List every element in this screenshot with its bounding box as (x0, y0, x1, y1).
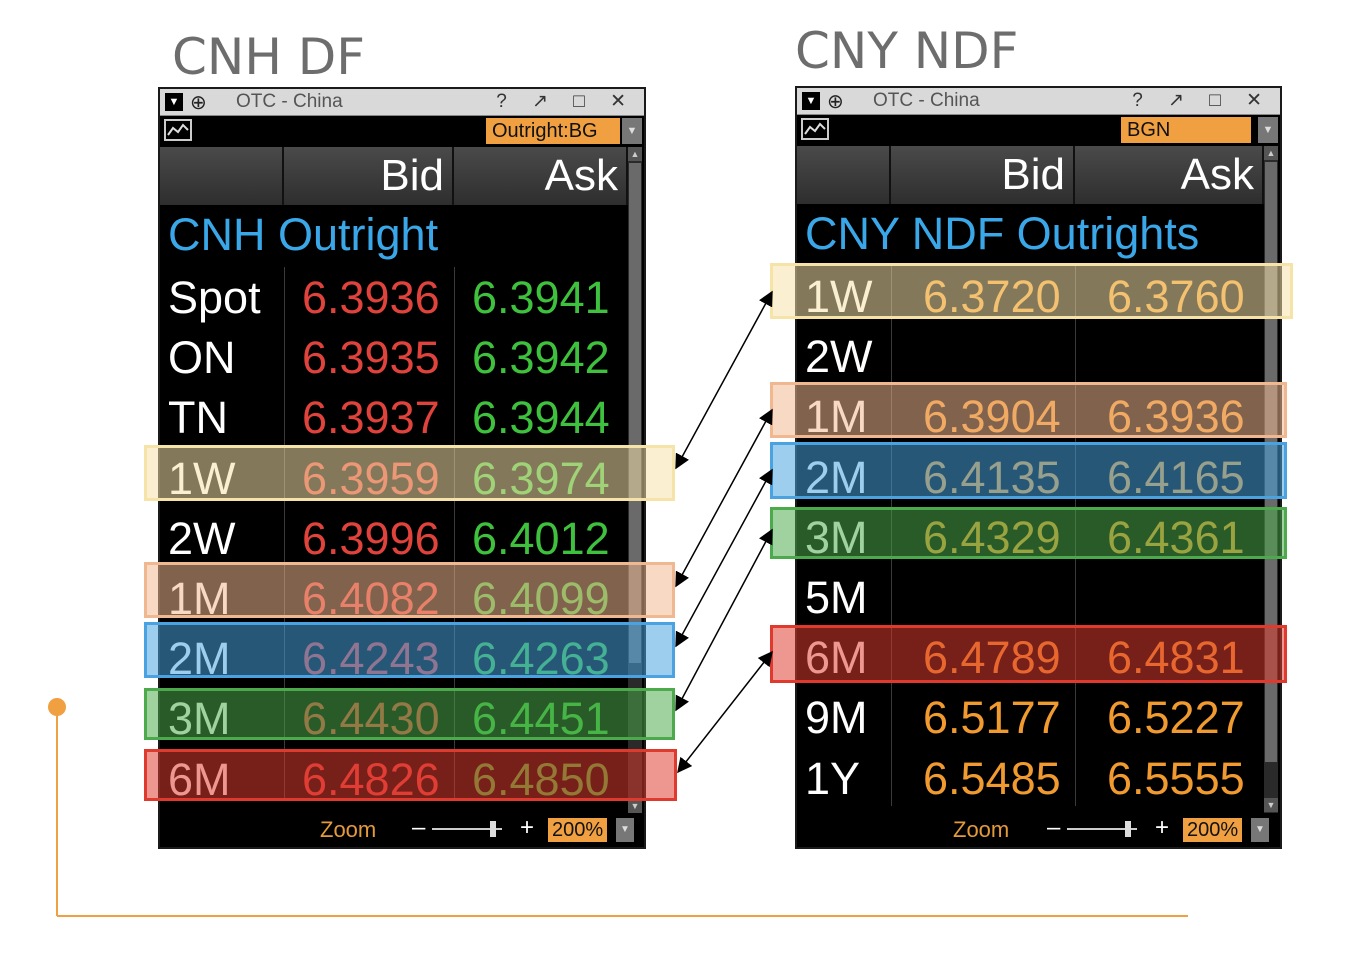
zoom-slider[interactable] (1067, 828, 1137, 830)
column-header: Bid Ask (797, 146, 1264, 204)
zoom-out-button[interactable]: – (1047, 814, 1061, 841)
bid-price: 6.3936 (302, 272, 440, 323)
chevron-down-icon[interactable]: ▼ (1258, 117, 1278, 143)
zoom-slider[interactable] (432, 828, 502, 830)
right-highlight-1w (770, 263, 1293, 319)
tenor-label: 2W (805, 331, 873, 383)
bid-price: 6.5485 (923, 752, 1061, 804)
quote-row-spot[interactable]: Spot 6.3936 6.3941 (160, 267, 628, 327)
left-highlight-1w (144, 445, 675, 501)
pricing-source-select[interactable]: BGN (1121, 117, 1251, 143)
scroll-down-icon[interactable]: ▼ (628, 799, 642, 813)
right-highlight-3m (770, 507, 1287, 559)
col-divider (454, 267, 455, 799)
left-highlight-1m (144, 562, 675, 618)
scroll-up-icon[interactable]: ▲ (628, 147, 642, 161)
chart-icon[interactable] (801, 118, 829, 140)
bid-price: 6.3937 (302, 392, 440, 444)
quote-row-1y[interactable]: 1Y 6.5485 6.5555 (797, 748, 1265, 808)
tenor-label: 1Y (805, 752, 861, 804)
tenor-label: 2W (168, 512, 236, 564)
quote-row-on[interactable]: ON 6.3935 6.3942 (160, 327, 628, 387)
bid-price: 6.5177 (923, 692, 1061, 744)
zoom-bar: Zoom – + 200% ▼ (797, 813, 1280, 847)
section-title: CNH Outright (168, 209, 439, 260)
header-tenor[interactable] (160, 147, 284, 205)
ask-price: 6.5555 (1107, 752, 1245, 804)
chevron-down-icon[interactable]: ▼ (622, 118, 642, 144)
right-highlight-2m (770, 442, 1287, 499)
right-caption: CNY NDF (795, 22, 1019, 80)
col-divider (284, 267, 285, 799)
zoom-in-button[interactable]: + (1155, 814, 1170, 841)
quote-row-5m[interactable]: 5M (797, 567, 1265, 627)
window-controls[interactable]: ? ↗ □ ✕ (496, 91, 636, 112)
column-header: Bid Ask (160, 147, 628, 205)
move-icon[interactable]: ⊕ (190, 92, 207, 114)
zoom-value[interactable]: 200% (1183, 818, 1243, 842)
toolbar: BGN ▼ (797, 115, 1280, 145)
tenor-label: TN (168, 392, 228, 444)
zoom-value[interactable]: 200% (548, 818, 608, 842)
chevron-down-icon[interactable]: ▼ (1251, 818, 1269, 842)
header-tenor[interactable] (797, 146, 891, 204)
tenor-label: Spot (168, 272, 261, 323)
tenor-label: ON (168, 332, 236, 384)
window-titlebar[interactable]: ▼ ⊕ OTC - China ? ↗ □ ✕ (797, 88, 1280, 115)
window-title: OTC - China (873, 90, 980, 111)
left-highlight-2m (144, 622, 675, 678)
bid-price: 6.3996 (302, 512, 440, 564)
header-bid[interactable]: Bid (284, 147, 454, 205)
quote-row-9m[interactable]: 9M 6.5177 6.5227 (797, 687, 1265, 747)
zoom-bar: Zoom – + 200% ▼ (160, 813, 644, 847)
zoom-label: Zoom (320, 817, 377, 842)
window-title: OTC - China (236, 91, 343, 112)
move-icon[interactable]: ⊕ (827, 91, 844, 113)
ask-price: 6.5227 (1107, 692, 1245, 744)
chevron-down-icon[interactable]: ▼ (616, 818, 634, 842)
quote-row-2w[interactable]: 2W 6.3996 6.4012 (160, 508, 628, 568)
header-ask[interactable]: Ask (1075, 146, 1264, 204)
left-highlight-3m (144, 688, 675, 740)
ask-price: 6.3942 (472, 332, 610, 384)
ask-price: 6.3941 (472, 272, 610, 323)
window-menu-icon[interactable]: ▼ (165, 93, 183, 111)
zoom-slider-knob[interactable] (1125, 821, 1131, 837)
ask-price: 6.3944 (472, 392, 610, 444)
pricing-source-select[interactable]: Outright:BG (486, 118, 620, 144)
ask-price: 6.4012 (472, 512, 610, 564)
section-title: CNY NDF Outrights (805, 208, 1200, 259)
quote-row-2w[interactable]: 2W (797, 326, 1265, 386)
toolbar: Outright:BG ▼ (160, 116, 644, 146)
bid-price: 6.3935 (302, 332, 440, 384)
left-highlight-6m (144, 749, 677, 801)
zoom-slider-knob[interactable] (490, 821, 496, 837)
scroll-thumb[interactable] (629, 163, 641, 663)
window-menu-icon[interactable]: ▼ (802, 92, 820, 110)
connector-arrow (675, 290, 773, 470)
header-ask[interactable]: Ask (454, 147, 628, 205)
connector-arrow (675, 408, 773, 588)
right-highlight-1m (770, 382, 1287, 438)
scroll-down-icon[interactable]: ▼ (1264, 798, 1278, 812)
tenor-label: 9M (805, 692, 868, 744)
zoom-label: Zoom (953, 817, 1010, 842)
zoom-in-button[interactable]: + (520, 814, 535, 841)
window-titlebar[interactable]: ▼ ⊕ OTC - China ? ↗ □ ✕ (160, 89, 644, 116)
chart-icon[interactable] (164, 119, 192, 141)
left-caption: CNH DF (172, 28, 366, 86)
scroll-up-icon[interactable]: ▲ (1264, 146, 1278, 160)
window-controls[interactable]: ? ↗ □ ✕ (1132, 90, 1272, 111)
connector-arrow (677, 650, 773, 774)
zoom-out-button[interactable]: – (412, 814, 426, 841)
tenor-label: 5M (805, 572, 868, 623)
header-bid[interactable]: Bid (891, 146, 1075, 204)
quote-row-tn[interactable]: TN 6.3937 6.3944 (160, 387, 628, 447)
